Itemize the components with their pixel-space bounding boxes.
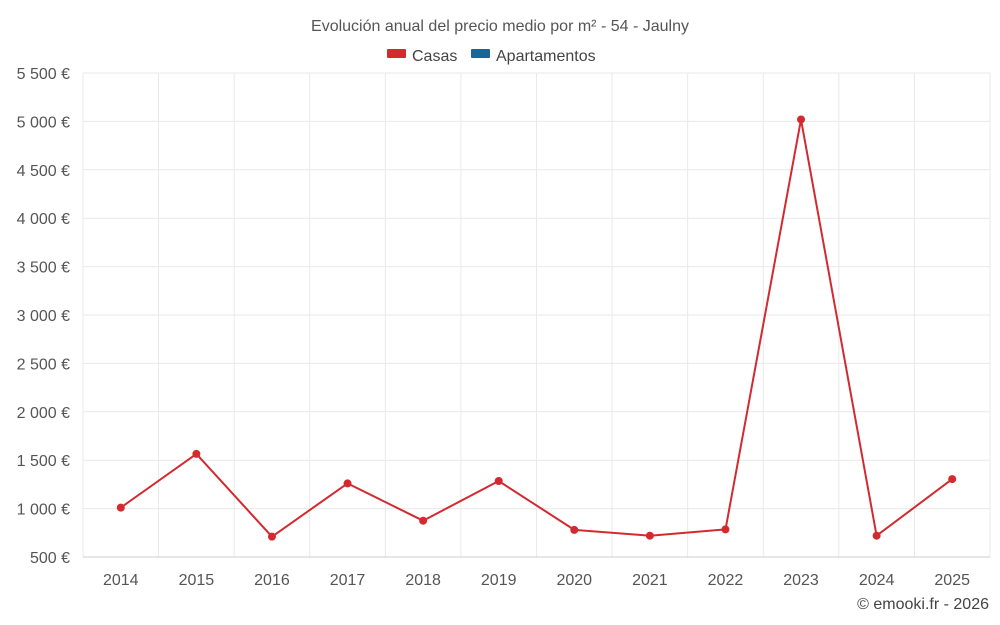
data-point[interactable] [267, 532, 276, 541]
data-point[interactable] [494, 477, 503, 486]
legend-item-apartamentos[interactable]: Apartamentos [471, 48, 596, 65]
data-point[interactable] [570, 525, 579, 534]
credit-text: © emooki.fr - 2026 [857, 596, 989, 613]
data-point[interactable] [872, 531, 881, 540]
data-point[interactable] [192, 449, 201, 458]
x-gridlines [82, 73, 991, 557]
legend: Casas Apartamentos [387, 48, 596, 65]
legend-label-casas: Casas [412, 48, 457, 65]
data-point[interactable] [343, 479, 352, 488]
x-tick-label: 2020 [556, 572, 592, 589]
y-tick-label: 4 000 € [17, 211, 70, 228]
y-tick-label: 2 500 € [17, 356, 70, 373]
y-tick-label: 5 500 € [17, 66, 70, 83]
y-tick-label: 3 000 € [17, 308, 70, 325]
x-tick-label: 2016 [254, 572, 290, 589]
legend-swatch-apartamentos [471, 49, 490, 58]
x-tick-label: 2022 [708, 572, 744, 589]
y-tick-label: 1 500 € [17, 453, 70, 470]
x-tick-label: 2018 [405, 572, 441, 589]
y-tick-label: 5 000 € [17, 114, 70, 131]
y-tick-label: 4 500 € [17, 163, 70, 180]
legend-label-apartamentos: Apartamentos [496, 48, 596, 65]
data-point[interactable] [721, 525, 730, 534]
y-axis-ticks: 500 € 1 000 € 1 500 € 2 000 € 2 500 € 3 000 €… [17, 66, 70, 567]
series-line-casas [120, 118, 953, 538]
data-point[interactable] [948, 475, 957, 484]
x-tick-label: 2025 [934, 572, 970, 589]
x-tick-label: 2023 [783, 572, 819, 589]
y-tick-label: 500 € [30, 550, 70, 567]
y-tick-label: 1 000 € [17, 502, 70, 519]
legend-item-casas[interactable]: Casas [387, 48, 457, 65]
legend-swatch-casas [387, 49, 406, 58]
series-layer [116, 115, 957, 541]
data-point[interactable] [645, 531, 654, 540]
x-tick-label: 2014 [103, 572, 139, 589]
x-tick-label: 2017 [330, 572, 366, 589]
data-point[interactable] [419, 516, 428, 525]
y-tick-label: 3 500 € [17, 260, 70, 277]
x-tick-label: 2019 [481, 572, 517, 589]
x-tick-label: 2021 [632, 572, 668, 589]
x-tick-label: 2024 [859, 572, 895, 589]
chart-title: Evolución anual del precio medio por m² … [311, 18, 689, 35]
data-point[interactable] [116, 503, 125, 512]
x-tick-label: 2015 [179, 572, 215, 589]
x-axis-ticks: 2014 2015 2016 2017 2018 2019 2020 2021 2022 2023… [103, 572, 970, 589]
data-point[interactable] [797, 115, 806, 124]
y-tick-label: 2 000 € [17, 405, 70, 422]
